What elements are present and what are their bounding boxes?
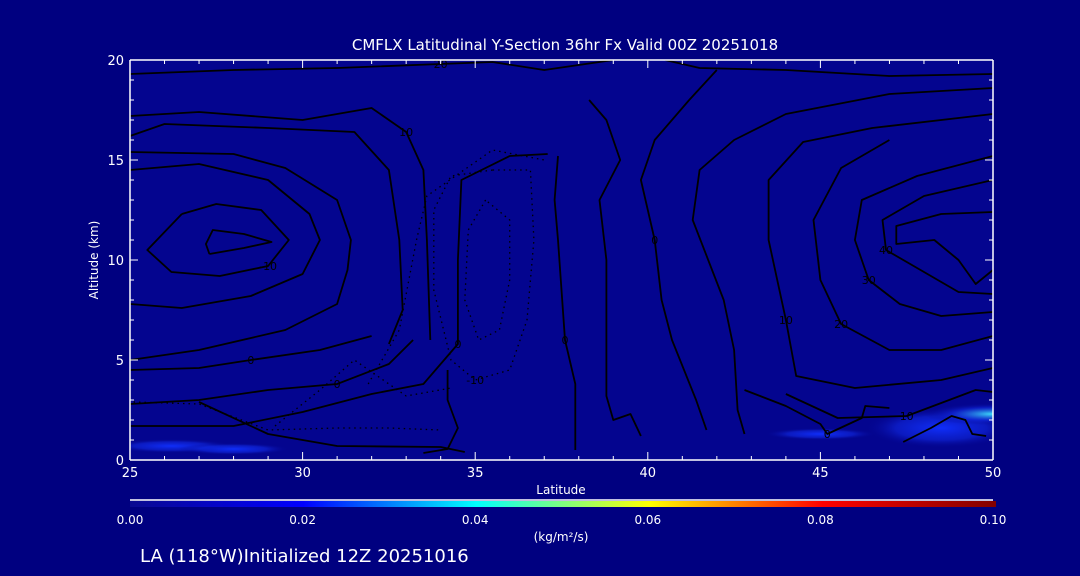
- contour-line: [691, 87, 993, 435]
- x-tick-label: 35: [467, 466, 484, 481]
- footer-text: LA (118°W)Initialized 12Z 20251016: [140, 546, 469, 567]
- y-tick-label: 0: [116, 454, 124, 469]
- contour-line: [130, 153, 548, 427]
- contour-label: 30: [862, 274, 876, 287]
- contour-line: [130, 335, 372, 371]
- contour-label: 0: [334, 378, 341, 391]
- contour-line: [130, 339, 414, 405]
- x-tick-label: 40: [640, 466, 657, 481]
- x-tick-label: 30: [294, 466, 311, 481]
- shaded-region: [923, 403, 993, 425]
- contour-label: 0: [454, 338, 461, 351]
- contour-label: 10: [900, 410, 914, 423]
- y-tick-label: 10: [107, 254, 124, 269]
- x-tick-label: 50: [985, 466, 1002, 481]
- colorbar: [130, 501, 996, 507]
- contour-line: [664, 60, 993, 77]
- contour-label: 20: [434, 58, 448, 71]
- contour-label: 10: [779, 314, 793, 327]
- contour-line: [130, 151, 352, 361]
- shaded-region: [765, 428, 876, 440]
- y-tick-label: 15: [107, 154, 124, 169]
- colorbar-units: (kg/m²/s): [534, 530, 589, 544]
- contour-label: 0: [247, 354, 254, 367]
- contour-line: [812, 139, 993, 351]
- contour-line: [588, 99, 642, 437]
- contour-label: 20: [834, 318, 848, 331]
- contour-line: [130, 107, 432, 341]
- y-axis-label: Altitude (km): [87, 221, 101, 300]
- negative-contour-line: [274, 359, 452, 427]
- contour-line: [854, 155, 993, 317]
- contour-line: [640, 69, 718, 431]
- x-tick-label: 45: [812, 466, 829, 481]
- chart-title: CMFLX Latitudinal Y-Section 36hr Fx Vali…: [352, 36, 778, 54]
- contour-line: [881, 179, 993, 295]
- axes: 25 30 35 40 45 50 0 5 10 15 20: [107, 54, 1001, 481]
- contour-line: [785, 389, 993, 419]
- contour-line: [902, 415, 987, 443]
- contour-line: [744, 389, 890, 435]
- contour-line: [130, 123, 404, 345]
- colorbar-tick-label: 0.00: [117, 513, 144, 527]
- contour-line: [895, 211, 993, 285]
- y-tick-label: 20: [107, 54, 124, 69]
- colorbar-tick-label: 0.08: [807, 513, 834, 527]
- contour-line: [146, 203, 290, 277]
- shaded-region: [178, 443, 289, 455]
- contour-layer: 20 10 -10 0 0 0 0 0 10 20 30 40 10 0 -10: [130, 58, 993, 454]
- x-axis-label: Latitude: [536, 483, 585, 497]
- contour-label: -10: [259, 260, 277, 273]
- contour-line: [553, 155, 577, 450]
- x-tick-label: 25: [122, 466, 139, 481]
- colorbar-tick-label: 0.04: [462, 513, 489, 527]
- contour-line: [204, 229, 273, 255]
- contour-label: 0: [561, 334, 568, 347]
- contour-line: [130, 163, 321, 309]
- contour-line: [423, 370, 459, 454]
- negative-contour-line: [433, 169, 535, 381]
- contour-label: 0: [651, 234, 658, 247]
- contour-label: 10: [399, 126, 413, 139]
- colorbar-tick-label: 0.10: [980, 513, 1007, 527]
- colorbar-tick-label: 0.06: [634, 513, 661, 527]
- colorbar-ticks: 0.00 0.02 0.04 0.06 0.08 0.10: [117, 513, 1007, 527]
- colorbar-tick-label: 0.02: [289, 513, 316, 527]
- contour-label: -10: [466, 374, 484, 387]
- contour-line: [767, 113, 993, 389]
- negative-contour-line: [367, 149, 545, 385]
- contour-label: 0: [824, 428, 831, 441]
- y-tick-label: 5: [116, 354, 124, 369]
- contour-label: 40: [879, 244, 893, 257]
